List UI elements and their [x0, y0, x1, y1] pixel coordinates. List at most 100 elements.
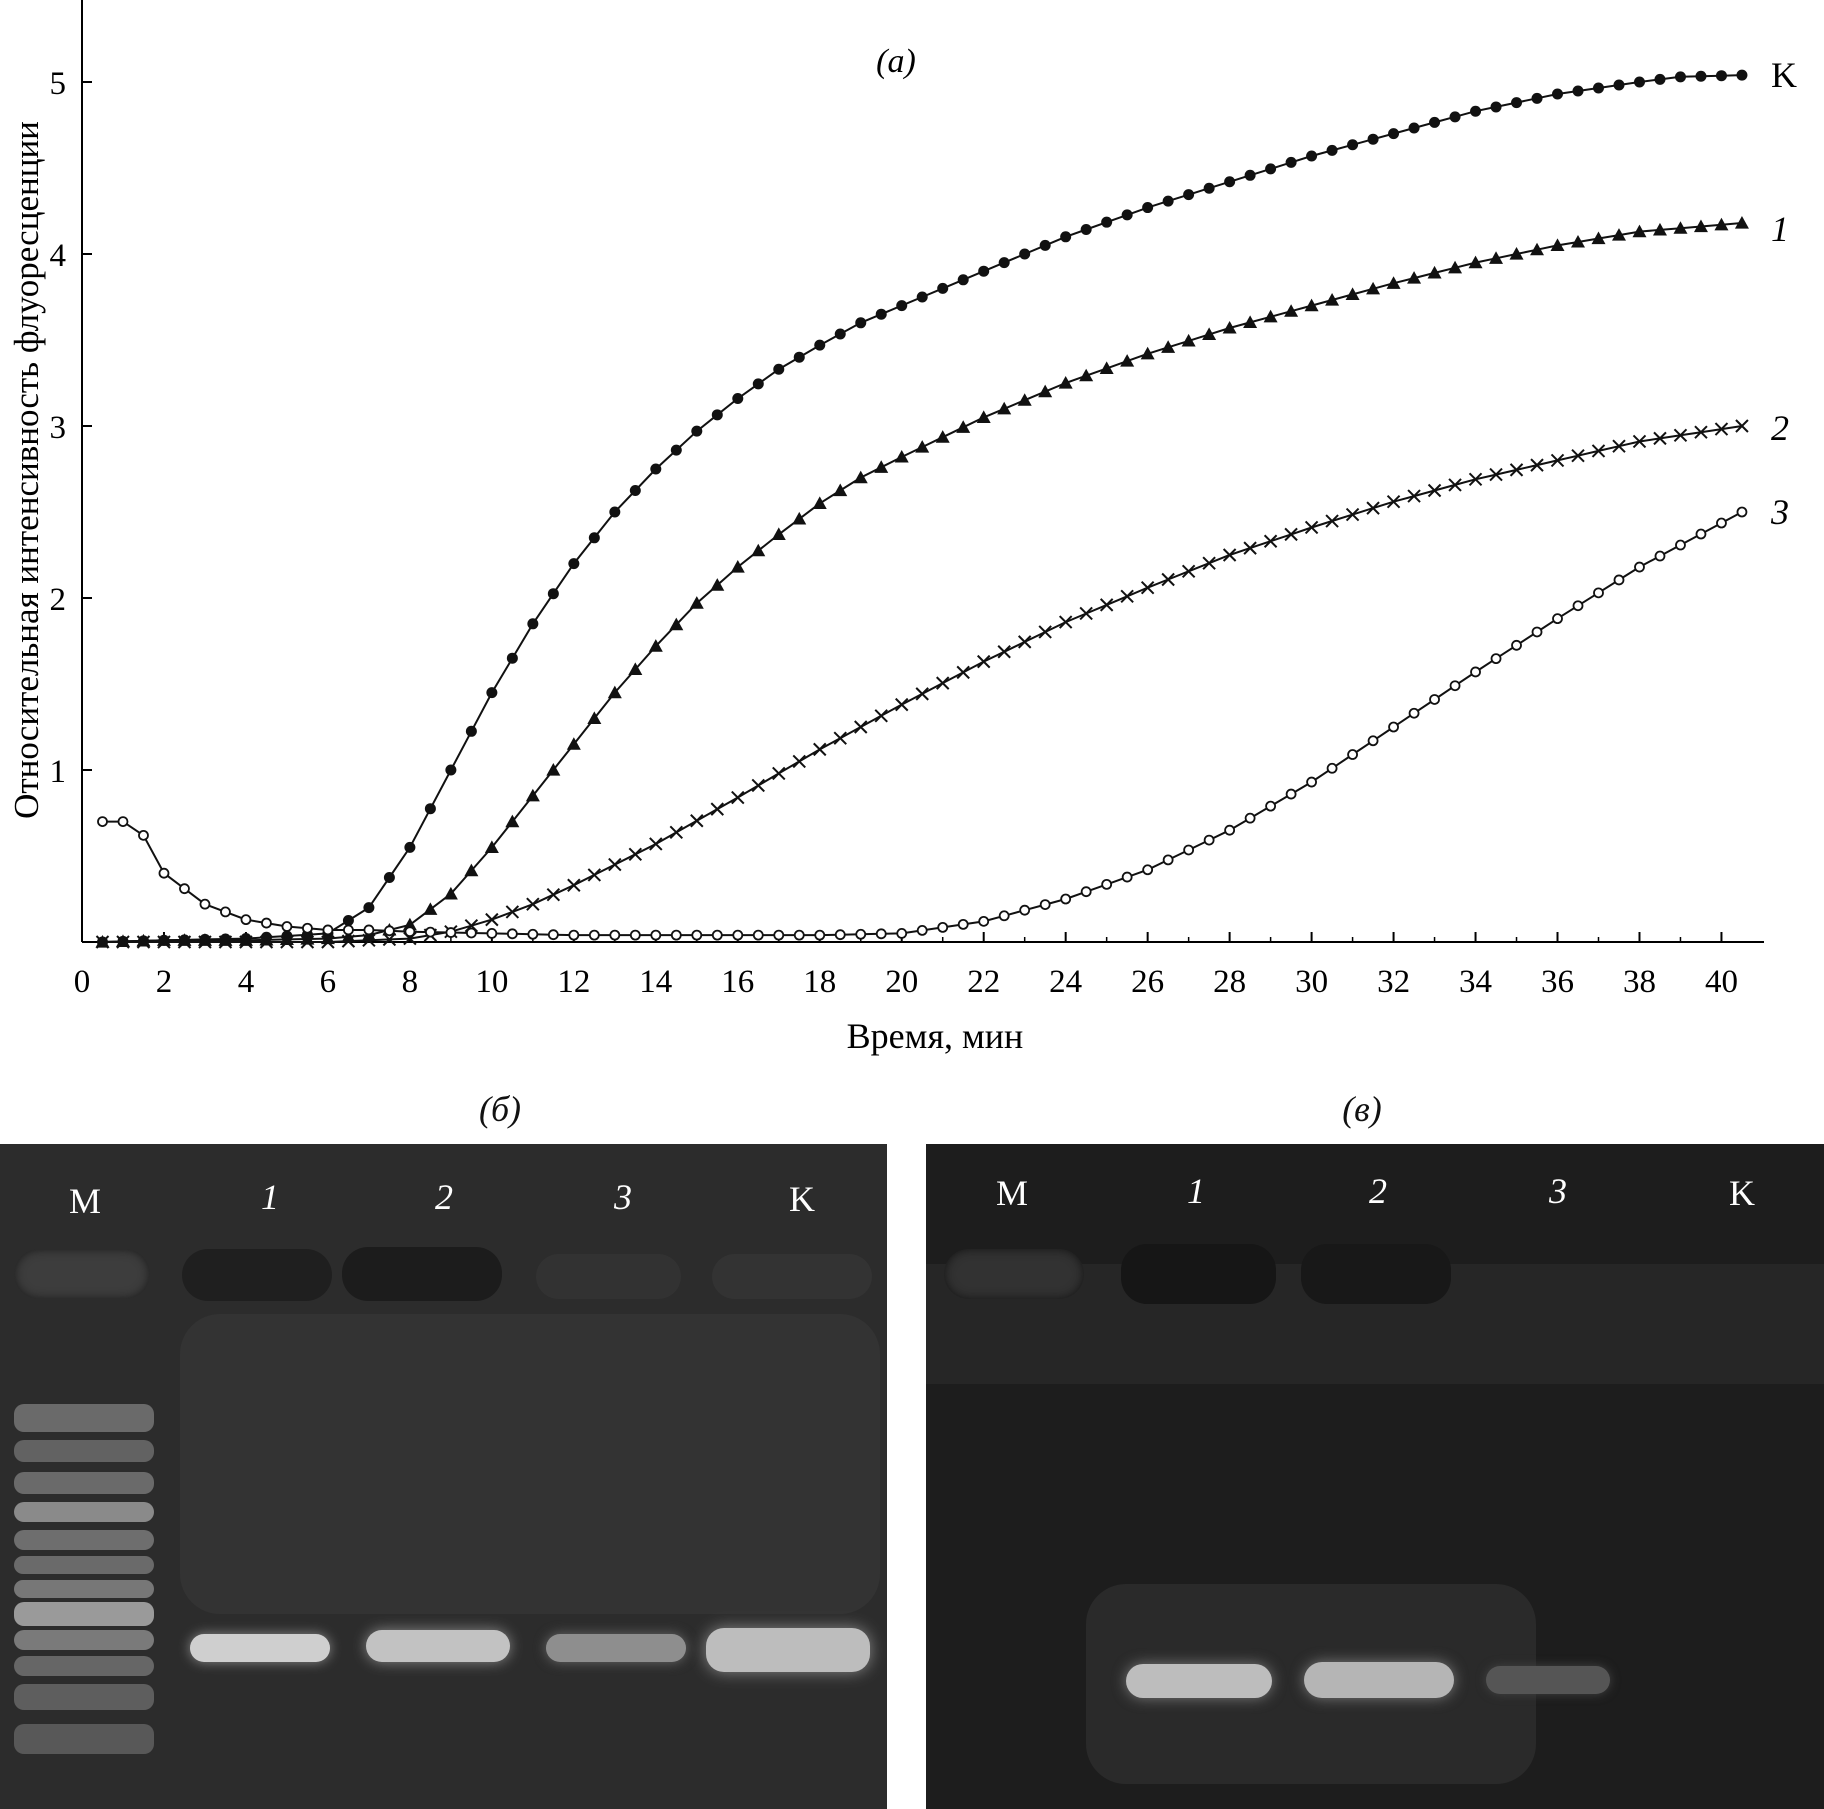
data-point [1530, 458, 1544, 472]
data-point [1366, 501, 1380, 515]
data-point [322, 924, 334, 936]
data-point [1304, 520, 1319, 535]
lane-label: 1 [1187, 1171, 1205, 1211]
data-point [1101, 878, 1113, 890]
lane-label: 2 [435, 1177, 453, 1217]
data-point [1693, 219, 1708, 233]
data-point [1675, 539, 1686, 551]
data-point [1490, 101, 1502, 113]
well-1 [14, 1249, 150, 1299]
y-tick-label: 1 [50, 754, 67, 790]
data-point [1550, 238, 1565, 251]
data-point [691, 929, 703, 941]
data-point [1080, 886, 1092, 898]
data-point [1470, 666, 1481, 678]
data-point [424, 803, 436, 815]
data-point [1224, 824, 1236, 836]
x-tick-label: 10 [475, 964, 508, 1000]
data-point [1654, 73, 1666, 85]
data-point [1449, 680, 1461, 692]
data-point [1079, 368, 1094, 382]
data-point [1572, 600, 1584, 612]
data-point [1285, 156, 1297, 168]
data-point [833, 483, 848, 497]
data-point [506, 652, 518, 664]
x-axis-title: Время, мин [847, 1016, 1024, 1056]
data-point [711, 929, 723, 941]
data-point [300, 935, 315, 949]
data-point [1571, 448, 1585, 463]
data-point [218, 935, 233, 949]
data-point [1326, 762, 1338, 774]
data-point [199, 898, 211, 910]
data-point [609, 506, 621, 518]
data-point [772, 766, 786, 781]
data-point [956, 665, 970, 680]
data-point [1017, 393, 1032, 406]
data-point [1265, 800, 1277, 812]
x-tick-label: 20 [885, 964, 918, 1000]
data-point [546, 887, 561, 902]
x-tick-label: 6 [320, 964, 337, 1000]
data-point [525, 788, 540, 802]
lane-label: 3 [1549, 1171, 1567, 1211]
y-tick-label: 2 [50, 582, 67, 618]
data-point [1674, 71, 1686, 83]
data-point [259, 935, 274, 949]
data-point [1060, 893, 1072, 905]
gel-panel-c: M 1 2 3 K [926, 1144, 1824, 1809]
data-point [1222, 548, 1237, 562]
data-point [239, 935, 253, 949]
data-point [1735, 419, 1749, 433]
pcr-band-k [706, 1628, 870, 1672]
data-point [1654, 550, 1666, 562]
data-point [1203, 834, 1215, 846]
data-point [1531, 626, 1543, 638]
data-point [855, 928, 867, 940]
series-line [102, 74, 1743, 943]
series-line [102, 222, 1743, 943]
data-point [1714, 217, 1729, 231]
data-point [1367, 735, 1379, 747]
lane-label: K [789, 1179, 815, 1219]
data-point [1531, 92, 1543, 104]
data-point [752, 929, 764, 941]
data-point [978, 915, 990, 927]
data-point [649, 837, 663, 851]
data-point [608, 857, 622, 872]
data-point [731, 790, 745, 805]
data-point [1407, 489, 1421, 503]
data-point [547, 588, 559, 600]
data-point [670, 929, 682, 941]
data-point [916, 291, 928, 303]
ladder-band [14, 1684, 154, 1710]
data-point [1388, 128, 1400, 140]
series-3: 3 [97, 492, 1789, 941]
data-point [1079, 606, 1093, 621]
data-point [1591, 444, 1606, 458]
data-point [1243, 541, 1257, 555]
data-point [1715, 70, 1727, 82]
data-point [567, 878, 581, 892]
ladder-band [14, 1472, 154, 1494]
data-point [1429, 694, 1440, 705]
data-point [566, 737, 581, 750]
data-point [343, 924, 354, 936]
data-point [997, 645, 1011, 659]
x-tick-label: 8 [402, 964, 419, 1000]
data-point [1633, 76, 1645, 88]
ladder-band [14, 1556, 154, 1574]
data-point [505, 814, 520, 828]
data-point [363, 924, 375, 936]
panel-label-b: (б) [478, 1089, 522, 1129]
data-point [1408, 707, 1420, 719]
pcr-band-1 [190, 1634, 330, 1662]
data-point [198, 935, 212, 949]
data-point [628, 847, 643, 861]
data-point [792, 754, 806, 769]
ladder-band [14, 1440, 154, 1462]
data-point [1695, 528, 1707, 540]
data-point [445, 927, 457, 938]
data-point [1325, 293, 1340, 306]
data-point [1386, 494, 1401, 509]
